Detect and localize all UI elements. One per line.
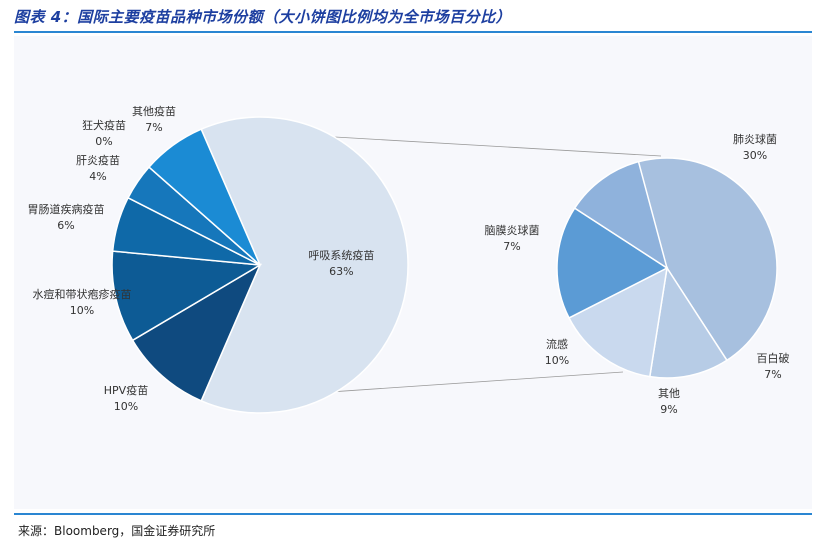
- small-pie-label-1: 百白破 7%: [757, 351, 790, 381]
- small-pie-slice-2: [567, 266, 668, 378]
- big-pie-slice-2: [111, 250, 263, 342]
- chart-title: 图表 4：国际主要疫苗品种市场份额（大小饼图比例均为全市场百分比）: [14, 8, 512, 26]
- bottom-rule: [14, 513, 812, 515]
- small-pie-slice-1: [648, 265, 728, 379]
- big-pie-label-5: 狂犬疫苗 0%: [82, 118, 126, 148]
- source-note: 来源：Bloomberg，国金证券研究所: [18, 524, 216, 538]
- big-pie-label-1: HPV疫苗 10%: [104, 383, 148, 413]
- small-pie-label-0: 肺炎球菌 30%: [733, 132, 777, 162]
- big-pie-label-3: 胃肠道疾病疫苗 6%: [28, 202, 105, 232]
- big-pie-label-2: 水痘和带状疱疹疫苗 10%: [33, 287, 132, 317]
- small-pie-label-4: 脑膜炎球菌 7%: [485, 223, 540, 253]
- big-pie-label-0: 呼吸系统疫苗 63%: [308, 248, 374, 278]
- small-pie-label-3: 流感 10%: [545, 337, 569, 367]
- top-rule: [14, 31, 812, 33]
- big-pie-slice-1: [131, 263, 262, 402]
- big-pie-label-6: 其他疫苗 7%: [132, 104, 176, 134]
- small-pie-label-2: 其他 9%: [658, 387, 680, 416]
- small-pie-slice-4: [573, 160, 669, 270]
- big-pie-label-4: 肝炎疫苗 4%: [76, 153, 120, 183]
- big-pie-slice-0: [200, 116, 409, 414]
- big-pie-slice-6: [147, 128, 261, 266]
- small-pie-slice-3: [556, 207, 669, 319]
